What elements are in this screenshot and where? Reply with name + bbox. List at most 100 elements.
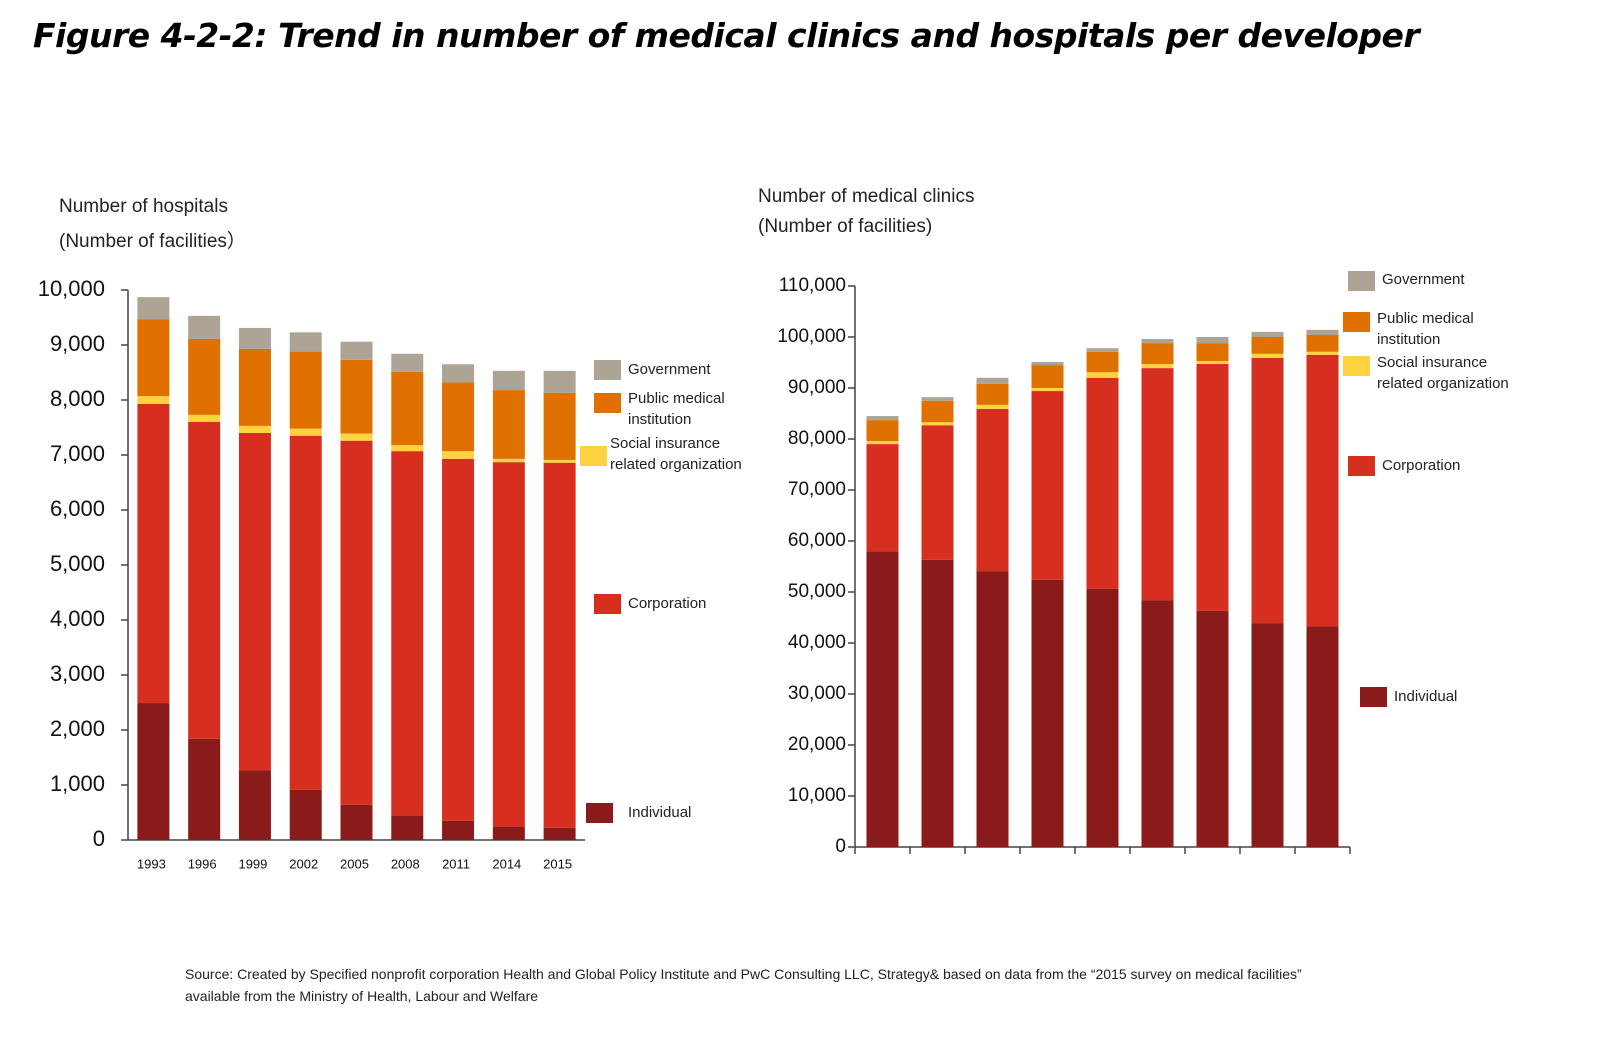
bar-segment: [1141, 339, 1174, 344]
bar-segment: [543, 827, 576, 840]
x-tick-label: 2011: [442, 856, 470, 871]
x-tick-label: 2005: [340, 856, 369, 871]
bar-segment: [492, 390, 525, 459]
bar-segment: [188, 738, 221, 840]
bar-segment: [340, 440, 373, 805]
y-tick-label: 90,000: [788, 377, 846, 398]
y-axis-title: (Number of facilities）: [59, 231, 246, 252]
bar-segment: [289, 435, 322, 790]
bar-segment: [391, 451, 424, 816]
bar-segment: [442, 458, 475, 821]
bar-segment: [866, 551, 899, 847]
bar-segment: [1141, 364, 1174, 369]
y-tick-label: 100,000: [777, 326, 846, 347]
bar-segment: [1306, 351, 1339, 355]
bar-segment: [1031, 391, 1064, 580]
bar-segment: [1031, 579, 1064, 847]
legend-label: Public medical institution: [628, 390, 725, 428]
legend-swatch: [1343, 312, 1370, 332]
bar-segment: [866, 441, 899, 445]
bar-segment: [238, 348, 271, 426]
bar-segment: [391, 445, 424, 452]
source-note: available from the Ministry of Health, L…: [185, 988, 539, 1004]
bar-segment: [976, 404, 1009, 409]
bar-segment: [976, 571, 1009, 847]
bar-segment: [238, 770, 271, 840]
legend-swatch: [1360, 687, 1387, 707]
y-tick-label: 7,000: [50, 441, 105, 466]
y-tick-label: 30,000: [788, 683, 846, 704]
bar-segment: [289, 789, 322, 840]
x-tick-label: 2008: [391, 856, 420, 871]
x-tick-label: 2002: [289, 856, 318, 871]
y-tick-label: 110,000: [779, 275, 846, 296]
bar-segment: [976, 377, 1009, 384]
bar-segment: [137, 396, 170, 404]
bar-segment: [1251, 623, 1284, 847]
legend-swatch: [594, 360, 621, 380]
legend-label: Social insurance related organization: [610, 435, 742, 473]
bar-segment: [188, 338, 221, 415]
bar-segment: [391, 815, 424, 840]
legend-label: Public medical institution: [1377, 310, 1474, 348]
bar-segment: [921, 397, 954, 401]
bar-segment: [137, 297, 170, 320]
y-tick-label: 8,000: [50, 386, 105, 411]
bar-segment: [1141, 368, 1174, 601]
bar-segment: [137, 403, 170, 704]
bar-segment: [289, 428, 322, 436]
bar-segment: [1086, 588, 1119, 847]
bar-segment: [866, 416, 899, 421]
legend-label: Corporation: [1382, 457, 1461, 474]
legend-swatch: [594, 393, 621, 413]
legend-swatch: [1343, 356, 1370, 376]
bar-segment: [1251, 337, 1284, 354]
legend-label: Social insurance related organization: [1377, 354, 1509, 392]
bar-segment: [1196, 610, 1229, 847]
figure-title: Figure 4-2-2: Trend in number of medical…: [33, 16, 1420, 55]
y-axis-title: (Number of facilities): [758, 216, 933, 237]
legend-swatch: [586, 803, 613, 823]
y-tick-label: 2,000: [50, 716, 105, 741]
bar-segment: [543, 462, 576, 828]
bar-segment: [340, 341, 373, 360]
bar-segment: [492, 826, 525, 840]
bar-segment: [1306, 329, 1339, 335]
bar-segment: [1086, 372, 1119, 378]
y-tick-label: 80,000: [788, 428, 846, 449]
legend-label: Individual: [1394, 688, 1458, 705]
x-tick-label: 2015: [543, 856, 572, 871]
y-tick-label: 9,000: [50, 331, 105, 356]
bar-segment: [543, 392, 576, 460]
bar-segment: [137, 319, 170, 397]
source-note: Source: Created by Specified nonprofit c…: [185, 966, 1302, 982]
bar-segment: [289, 351, 322, 429]
legend-label: Corporation: [628, 595, 707, 612]
bar-segment: [543, 459, 576, 463]
y-tick-label: 10,000: [788, 785, 846, 806]
y-tick-label: 0: [835, 836, 846, 857]
bar-segment: [921, 400, 954, 423]
bar-segment: [238, 327, 271, 349]
bar-segment: [391, 353, 424, 372]
bar-segment: [238, 425, 271, 433]
bar-segment: [442, 451, 475, 459]
y-tick-label: 60,000: [788, 530, 846, 551]
x-tick-label: 1999: [238, 856, 267, 871]
bar-segment: [188, 422, 221, 739]
x-tick-label: 1993: [137, 856, 166, 871]
bar-segment: [442, 820, 475, 840]
y-axis-title: Number of hospitals: [59, 196, 228, 217]
legend-swatch: [1348, 271, 1375, 291]
y-tick-label: 6,000: [50, 496, 105, 521]
legend-swatch: [1348, 456, 1375, 476]
y-tick-label: 5,000: [50, 551, 105, 576]
legend-swatch: [580, 446, 607, 466]
bar-segment: [492, 370, 525, 391]
bar-segment: [289, 332, 322, 352]
bar-segment: [1196, 364, 1229, 611]
bar-segment: [1086, 377, 1119, 589]
y-tick-label: 20,000: [788, 734, 846, 755]
bar-segment: [866, 444, 899, 552]
